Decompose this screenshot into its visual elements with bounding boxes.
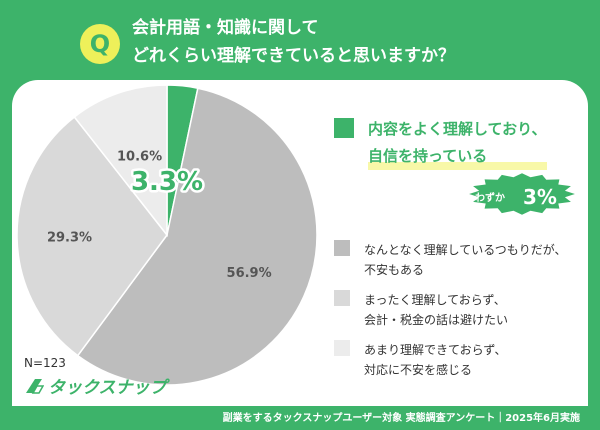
slice-label: 29.3%	[47, 230, 92, 245]
legend-item-unsure: あまり理解できておらず、 対応に不安を感じる	[334, 340, 507, 380]
callout-badge: わずか 3%	[469, 173, 575, 215]
chart-card: 3.3% 56.9% 29.3% 10.6% わずか 3% 内容をよく理解しており、 …	[12, 80, 588, 406]
slice-label: 56.9%	[227, 266, 272, 281]
legend-swatch	[334, 290, 350, 306]
pie-chart: 3.3% 56.9% 29.3% 10.6% わずか 3%	[16, 84, 575, 386]
slice-label: 10.6%	[117, 150, 162, 165]
legend-item-confident: 内容をよく理解しており、 自信を持っている	[334, 116, 547, 170]
sample-size: N=123	[24, 356, 66, 370]
logo-icon	[26, 378, 44, 394]
legend-swatch	[334, 118, 354, 138]
legend-label: 内容をよく理解しており、 自信を持っている	[368, 116, 547, 170]
slice-label: 3.3%	[131, 167, 203, 197]
callout-value: 3%	[523, 185, 557, 209]
legend-swatch	[334, 240, 350, 256]
footer-note: 副業をするタックスナップユーザー対象 実態調査アンケート｜2025年6月実施	[222, 413, 580, 424]
legend-item-avoid: まったく理解しておらず、 会計・税金の話は避けたい	[334, 290, 508, 330]
question-badge: Q	[80, 24, 120, 64]
brand-logo: タックスナップ	[24, 373, 167, 398]
pie-slice	[73, 84, 168, 238]
callout-prefix: わずか	[475, 191, 505, 204]
legend-swatch	[334, 340, 350, 356]
legend-item-somewhat: なんとなく理解しているつもりだが、 不安もある	[334, 240, 567, 280]
legend-label: なんとなく理解しているつもりだが、 不安もある	[364, 243, 567, 277]
question-text: 会計用語・知識に関して どれくらい理解できていると思いますか？	[132, 18, 455, 66]
pie-slice	[76, 87, 318, 386]
pie-slice	[16, 115, 168, 357]
legend-label: まったく理解しておらず、 会計・税金の話は避けたい	[364, 293, 509, 327]
legend-label: あまり理解できておらず、 対応に不安を感じる	[364, 343, 507, 377]
logo-text: タックスナップ	[48, 378, 167, 398]
